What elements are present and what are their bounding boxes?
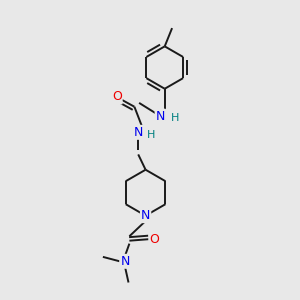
Text: O: O [149, 233, 159, 246]
Text: H: H [146, 130, 155, 140]
Text: N: N [156, 110, 165, 123]
Text: N: N [134, 126, 143, 139]
Text: N: N [120, 255, 130, 268]
Text: O: O [112, 91, 122, 103]
Text: H: H [171, 112, 179, 123]
Text: N: N [141, 209, 150, 222]
